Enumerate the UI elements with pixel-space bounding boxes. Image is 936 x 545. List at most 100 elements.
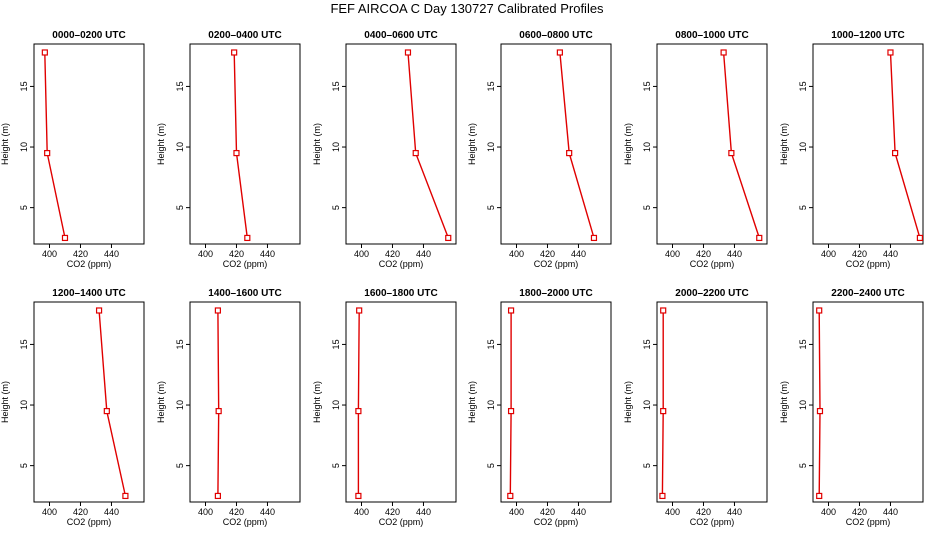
y-axis-label: Height (m) [0,381,10,423]
plot-frame [656,43,768,245]
y-axis-label: Height (m) [312,123,322,165]
profile-point [816,307,823,314]
y-axis-label: Height (m) [467,123,477,165]
profile-point [122,492,129,500]
profile-line [407,52,449,239]
x-tick-label: 440 [260,249,275,259]
y-tick-label: 10 [798,400,808,410]
profile-panel: 0400–0600 UTC 400 420 440 5 10 15 CO2 (ppm) Heig… [312,30,457,269]
profile-point [720,49,727,56]
y-tick-label: 5 [798,463,808,468]
y-tick-label: 15 [642,81,652,91]
y-tick-label: 5 [486,205,496,210]
plot-frame [33,301,145,503]
profile-line [661,310,664,496]
y-tick-label: 15 [19,81,29,91]
profile-panel: 2000–2200 UTC 400 420 440 5 10 15 CO2 (ppm) Heig… [623,288,768,527]
profile-point [590,234,598,242]
y-tick-label: 5 [331,205,341,210]
y-axis-label: Height (m) [156,123,166,165]
y-tick-label: 5 [175,463,185,468]
profile-point [816,407,824,415]
panel-title: 0600–0800 UTC [519,30,592,41]
panel-title: 1200–1400 UTC [52,288,125,299]
x-tick-label: 420 [385,507,400,517]
y-axis-label: Height (m) [779,123,789,165]
plot-frame [33,43,145,245]
panel-title: 0800–1000 UTC [675,30,748,41]
profile-point [95,307,103,314]
y-tick-label: 10 [19,400,29,410]
profile-panel: 0000–0200 UTC 400 420 440 5 10 15 CO2 (ppm) Heig… [0,30,145,269]
profile-line [44,52,66,239]
panel-title: 1800–2000 UTC [519,288,592,299]
x-tick-label: 400 [198,249,213,259]
profile-point [355,407,362,415]
profile-point [660,307,667,314]
y-axis-label: Height (m) [467,381,477,423]
profile-line [559,52,595,239]
x-tick-label: 440 [416,507,431,517]
profile-point [507,407,515,415]
profile-point [103,407,110,415]
y-tick-label: 10 [19,142,29,152]
plot-frame [812,301,924,503]
profile-line [889,52,921,239]
x-tick-label: 420 [229,249,244,259]
y-tick-label: 10 [175,142,185,152]
x-axis-label: CO2 (ppm) [223,517,268,527]
x-tick-label: 400 [665,249,680,259]
x-tick-label: 420 [696,507,711,517]
y-tick-label: 5 [798,205,808,210]
panel-title: 0000–0200 UTC [52,30,125,41]
y-tick-label: 15 [331,81,341,91]
x-tick-label: 420 [540,507,555,517]
x-tick-label: 420 [73,507,88,517]
y-tick-label: 15 [175,81,185,91]
profile-line [818,310,821,496]
plot-frame [189,301,301,503]
profile-point [214,492,221,500]
plot-frame [500,43,612,245]
x-tick-label: 440 [104,249,119,259]
profile-panel: 1200–1400 UTC 400 420 440 5 10 15 CO2 (ppm) Heig… [0,288,145,527]
x-tick-label: 440 [260,507,275,517]
x-axis-label: CO2 (ppm) [379,259,424,269]
x-axis-label: CO2 (ppm) [379,517,424,527]
profile-point [404,49,412,56]
x-tick-label: 400 [42,249,57,259]
profile-panel: 1000–1200 UTC 400 420 440 5 10 15 CO2 (ppm) Heig… [779,30,924,269]
x-tick-label: 440 [727,507,742,517]
panel-title: 0400–0600 UTC [364,30,437,41]
profile-line [357,310,360,496]
x-tick-label: 440 [416,249,431,259]
panel-title: 0200–0400 UTC [208,30,281,41]
y-tick-label: 5 [642,205,652,210]
y-axis-label: Height (m) [0,123,10,165]
panel-title: 1000–1200 UTC [831,30,904,41]
plot-frame [345,301,457,503]
x-axis-label: CO2 (ppm) [846,259,891,269]
x-axis-label: CO2 (ppm) [534,259,579,269]
x-axis-label: CO2 (ppm) [67,517,112,527]
profile-point [916,234,924,242]
profile-point [41,49,48,56]
panel-title: 2000–2200 UTC [675,288,748,299]
x-tick-label: 400 [354,249,369,259]
x-axis-label: CO2 (ppm) [690,517,735,527]
profile-point [356,307,363,314]
profile-point [659,492,666,500]
x-axis-label: CO2 (ppm) [67,259,112,269]
y-tick-label: 10 [331,142,341,152]
y-tick-label: 5 [486,463,496,468]
x-tick-label: 440 [571,507,586,517]
y-tick-label: 15 [486,81,496,91]
profile-point [556,49,563,56]
x-tick-label: 420 [852,249,867,259]
x-axis-label: CO2 (ppm) [534,517,579,527]
plot-frame [812,43,924,245]
x-tick-label: 400 [509,507,524,517]
profile-line [98,310,127,497]
x-tick-label: 440 [727,249,742,259]
